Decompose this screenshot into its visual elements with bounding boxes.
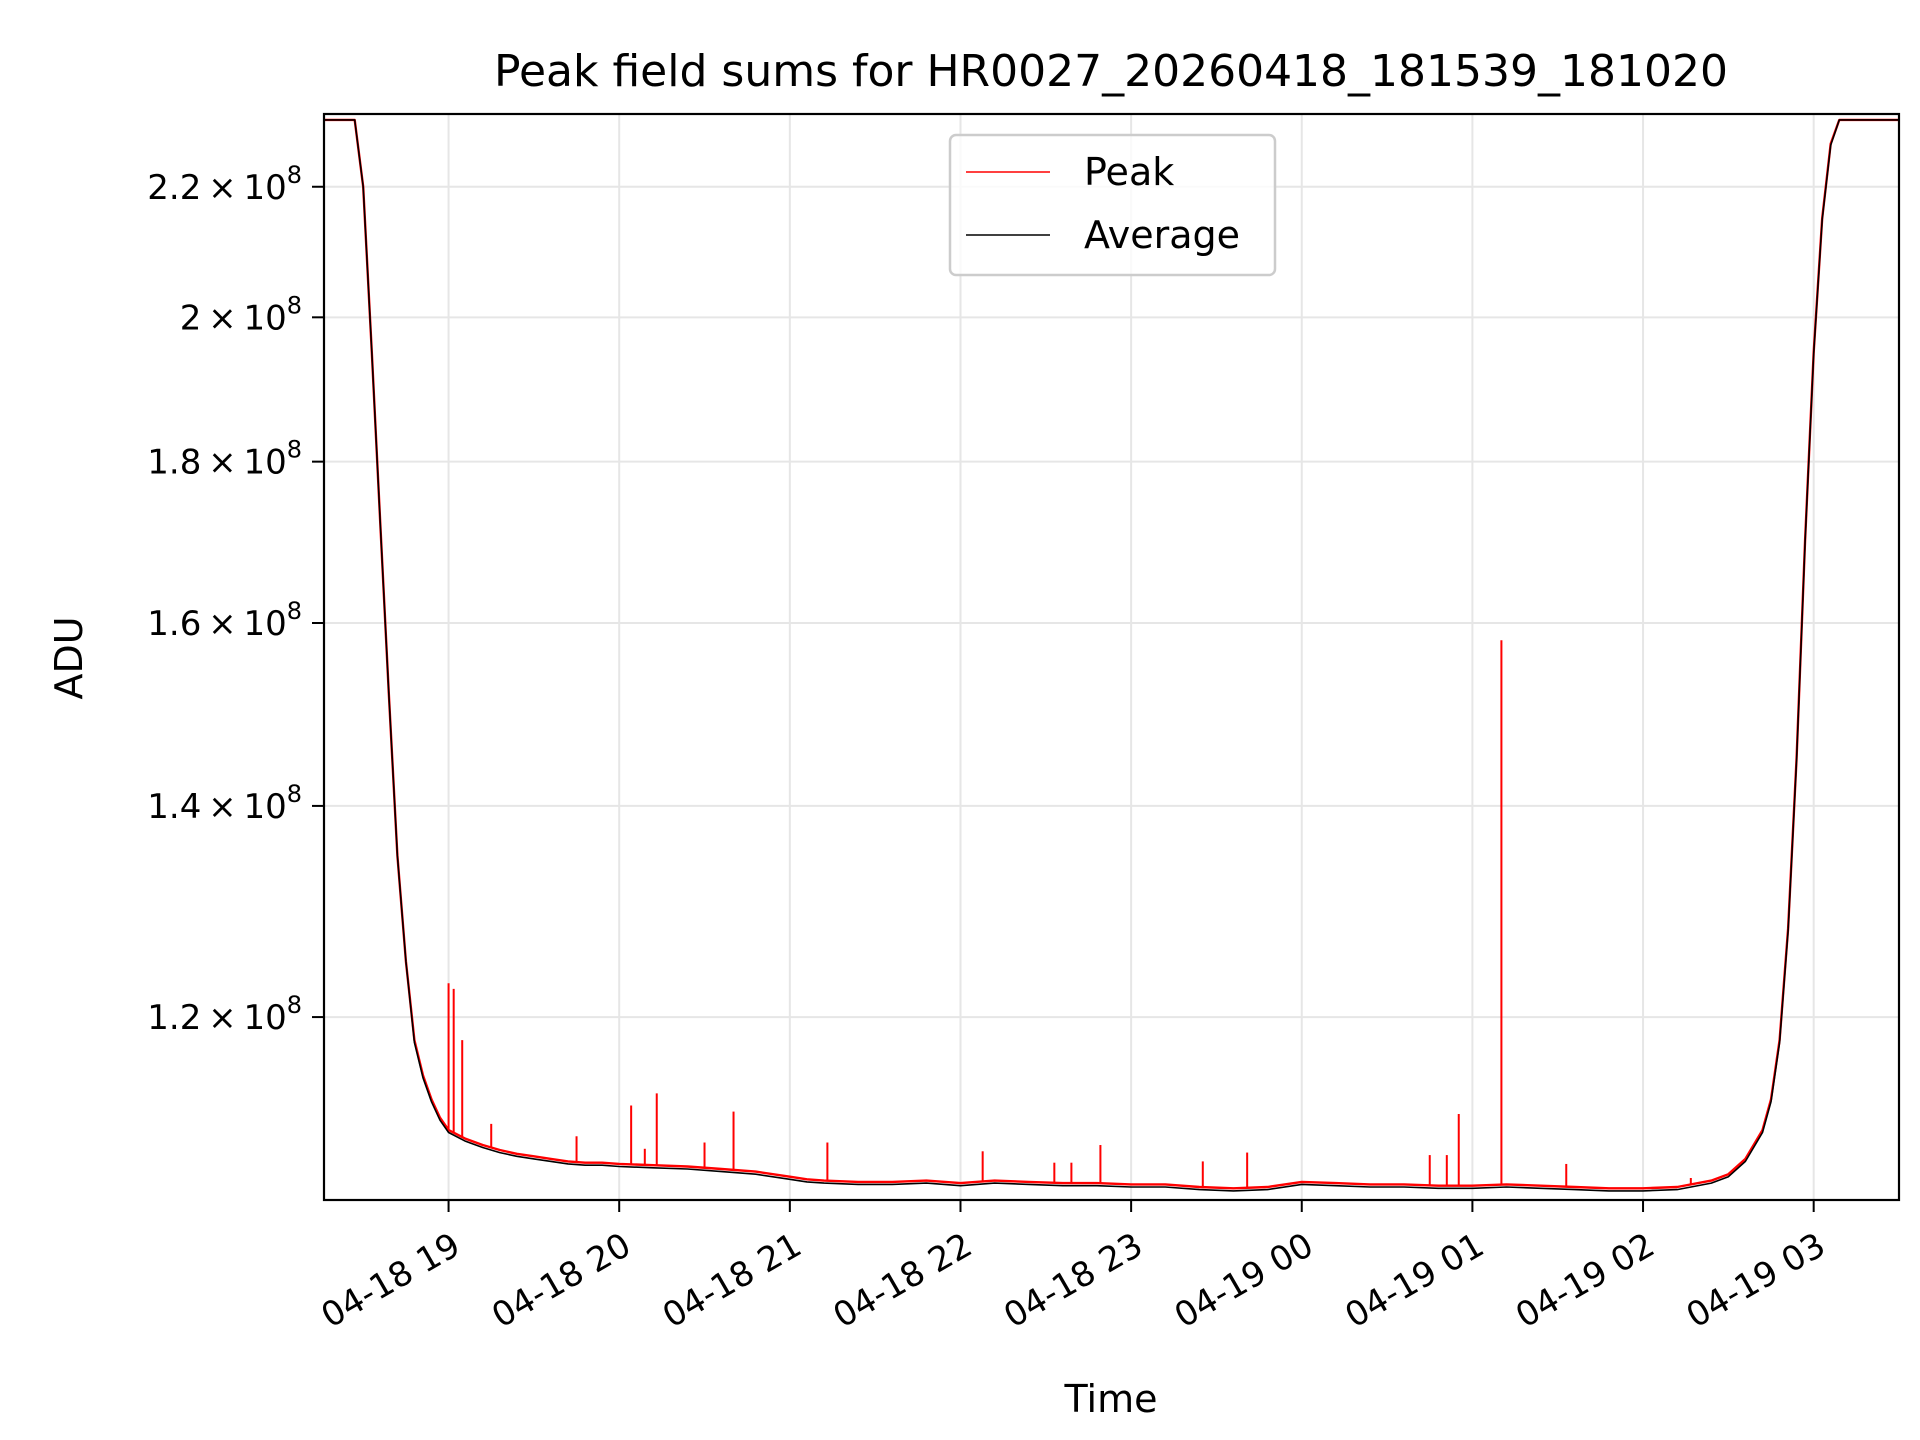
legend-label-peak: Peak: [1084, 150, 1174, 194]
series-line-average: [324, 119, 1899, 1192]
y-tick-times-ten: × 10: [201, 168, 286, 208]
y-tick-mantissa: 1.8: [147, 443, 201, 483]
y-tick-exponent: 8: [287, 291, 302, 319]
y-tick-exponent: 8: [287, 780, 302, 808]
x-axis-title: Time: [1064, 1377, 1158, 1421]
y-tick-label: 2.2 × 108: [147, 161, 302, 208]
y-tick-exponent: 8: [287, 436, 302, 464]
y-tick-label: 1.6 × 108: [147, 597, 302, 644]
y-tick-mantissa: 2: [180, 298, 202, 338]
y-tick-times-ten: × 10: [201, 443, 286, 483]
y-tick-label: 1.2 × 108: [147, 991, 302, 1038]
y-tick-label: 1.8 × 108: [147, 436, 302, 483]
legend-label-average: Average: [1084, 213, 1240, 257]
y-tick-exponent: 8: [287, 161, 302, 189]
y-tick-mantissa: 1.4: [147, 787, 201, 827]
series-line-peak: [324, 118, 1899, 1190]
plot-area: [324, 118, 1899, 1192]
y-tick-times-ten: × 10: [201, 604, 286, 644]
y-tick-times-ten: × 10: [201, 787, 286, 827]
y-tick-mantissa: 2.2: [147, 168, 201, 208]
y-axis-title: ADU: [47, 616, 91, 699]
chart-title: Peak field sums for HR0027_20260418_1815…: [494, 46, 1728, 97]
y-tick-times-ten: × 10: [201, 998, 286, 1038]
y-tick-mantissa: 1.6: [147, 604, 201, 644]
y-tick-label: 1.4 × 108: [147, 780, 302, 827]
y-tick-label: 2 × 108: [180, 291, 302, 338]
y-tick-exponent: 8: [287, 991, 302, 1019]
legend: Peak Average: [948, 133, 1277, 277]
plot-frame: [322, 112, 1901, 1202]
y-tick-times-ten: × 10: [201, 298, 286, 338]
y-tick-mantissa: 1.2: [147, 998, 201, 1038]
y-tick-exponent: 8: [287, 597, 302, 625]
legend-box: [948, 133, 1277, 277]
